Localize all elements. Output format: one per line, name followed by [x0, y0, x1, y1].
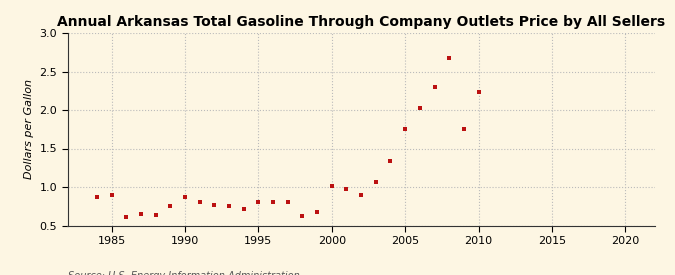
Point	[312, 210, 323, 214]
Point	[267, 200, 278, 205]
Point	[429, 85, 440, 89]
Point	[121, 215, 132, 219]
Point	[371, 180, 381, 185]
Point	[180, 195, 190, 199]
Point	[443, 56, 454, 60]
Y-axis label: Dollars per Gallon: Dollars per Gallon	[24, 79, 34, 179]
Text: Source: U.S. Energy Information Administration: Source: U.S. Energy Information Administ…	[68, 271, 299, 275]
Point	[150, 213, 161, 217]
Point	[356, 192, 367, 197]
Title: Annual Arkansas Total Gasoline Through Company Outlets Price by All Sellers: Annual Arkansas Total Gasoline Through C…	[57, 15, 665, 29]
Point	[414, 106, 425, 110]
Point	[253, 200, 264, 205]
Point	[326, 184, 337, 188]
Point	[341, 187, 352, 191]
Point	[385, 159, 396, 163]
Point	[238, 206, 249, 211]
Point	[209, 202, 219, 207]
Point	[458, 127, 469, 131]
Point	[91, 195, 102, 199]
Point	[473, 90, 484, 95]
Point	[223, 204, 234, 208]
Point	[165, 204, 176, 208]
Point	[400, 127, 410, 131]
Point	[297, 214, 308, 218]
Point	[106, 193, 117, 198]
Point	[282, 200, 293, 205]
Point	[136, 212, 146, 216]
Point	[194, 200, 205, 205]
